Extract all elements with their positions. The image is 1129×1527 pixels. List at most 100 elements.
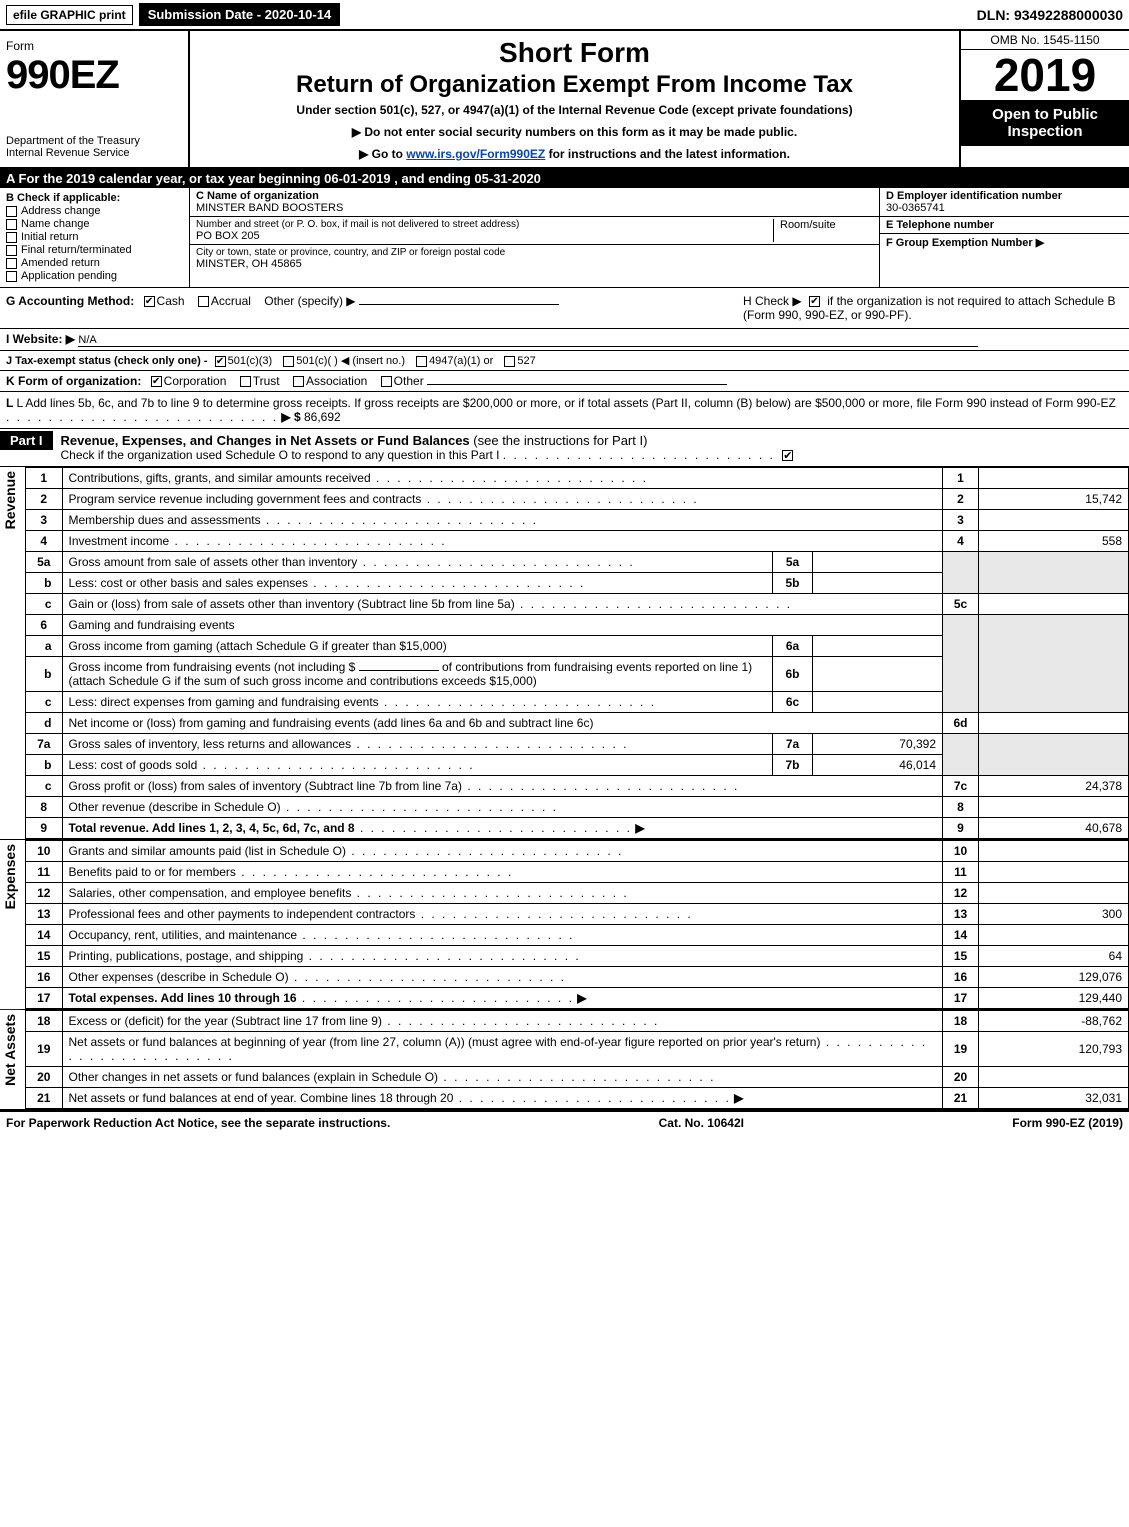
line-19-desc: Net assets or fund balances at beginning… (69, 1035, 821, 1049)
row-l: L L Add lines 5b, 6c, and 7b to line 9 t… (0, 392, 1129, 429)
line-a-tax-year: A For the 2019 calendar year, or tax yea… (0, 169, 1129, 188)
line-21-arrow: ▶ (734, 1091, 743, 1105)
checkbox-address-change[interactable] (6, 206, 17, 217)
label-trust: Trust (253, 374, 280, 388)
form-code: 990EZ (6, 53, 182, 98)
line-6a-iv (813, 636, 943, 657)
line-10-desc: Grants and similar amounts paid (list in… (69, 844, 346, 858)
h-text3: (Form 990, 990-EZ, or 990-PF). (743, 308, 912, 322)
ssn-warning: ▶ Do not enter social security numbers o… (200, 125, 949, 139)
table-row: 21 Net assets or fund balances at end of … (26, 1088, 1129, 1109)
line-10-num: 10 (26, 841, 62, 862)
line-13-rn: 13 (943, 904, 979, 925)
c-city-label: City or town, state or province, country… (196, 247, 873, 258)
line-6c-desc: Less: direct expenses from gaming and fu… (69, 695, 379, 709)
checkbox-name-change[interactable] (6, 219, 17, 230)
label-501c: 501(c)( ) ◀ (insert no.) (296, 355, 405, 367)
line-12-rn: 12 (943, 883, 979, 904)
revenue-section: Revenue 1Contributions, gifts, grants, a… (0, 467, 1129, 840)
line-10-rn: 10 (943, 841, 979, 862)
line-12-desc: Salaries, other compensation, and employ… (69, 886, 352, 900)
line-5b-iv (813, 573, 943, 594)
table-row: 15Printing, publications, postage, and s… (26, 946, 1129, 967)
label-cash: Cash (157, 294, 185, 308)
line-10-rv (979, 841, 1129, 862)
side-label-revenue: Revenue (0, 467, 20, 533)
efile-label[interactable]: efile GRAPHIC print (6, 5, 133, 25)
irs-link[interactable]: www.irs.gov/Form990EZ (406, 147, 545, 161)
table-row: cGain or (loss) from sale of assets othe… (26, 594, 1129, 615)
label-corporation: Corporation (164, 374, 227, 388)
side-label-expenses: Expenses (0, 840, 20, 913)
checkbox-other-org[interactable] (381, 376, 392, 387)
table-row: 9Total revenue. Add lines 1, 2, 3, 4, 5c… (26, 818, 1129, 839)
checkbox-accrual[interactable] (198, 296, 209, 307)
line-21-rv: 32,031 (979, 1088, 1129, 1109)
line-13-num: 13 (26, 904, 62, 925)
line-11-num: 11 (26, 862, 62, 883)
line-6d-rv (979, 713, 1129, 734)
table-row: 16Other expenses (describe in Schedule O… (26, 967, 1129, 988)
checkbox-final-return[interactable] (6, 245, 17, 256)
revenue-table: 1Contributions, gifts, grants, and simil… (26, 467, 1129, 839)
other-org-input[interactable] (427, 384, 727, 385)
checkbox-h-not-required[interactable] (809, 296, 820, 307)
checkbox-corporation[interactable] (151, 376, 162, 387)
part-i-label: Part I (0, 431, 53, 450)
line-6c-iv (813, 692, 943, 713)
checkbox-527[interactable] (504, 356, 515, 367)
checkbox-initial-return[interactable] (6, 232, 17, 243)
line-11-desc: Benefits paid to or for members (69, 865, 236, 879)
line-15-num: 15 (26, 946, 62, 967)
column-b: B Check if applicable: Address change Na… (0, 188, 190, 287)
h-text2: if the organization is not required to a… (827, 294, 1115, 308)
checkbox-association[interactable] (293, 376, 304, 387)
checkbox-schedule-o-part-i[interactable] (782, 450, 793, 461)
line-3-rn: 3 (943, 510, 979, 531)
line-7a-num: 7a (26, 734, 62, 755)
checkbox-cash[interactable] (144, 296, 155, 307)
line-7c-rn: 7c (943, 776, 979, 797)
checkbox-501c[interactable] (283, 356, 294, 367)
checkbox-501c3[interactable] (215, 356, 226, 367)
footer-left: For Paperwork Reduction Act Notice, see … (6, 1116, 390, 1130)
ein-value: 30-0365741 (886, 202, 1123, 214)
column-d: D Employer identification number 30-0365… (879, 188, 1129, 287)
l-amount: 86,692 (304, 410, 341, 424)
line-3-rv (979, 510, 1129, 531)
line-7c-num: c (26, 776, 62, 797)
line-14-rv (979, 925, 1129, 946)
footer-mid: Cat. No. 10642I (659, 1116, 744, 1130)
part-i-dots (503, 448, 775, 462)
submission-date-button[interactable]: Submission Date - 2020-10-14 (139, 3, 341, 26)
line-6c-in: 6c (773, 692, 813, 713)
line-6b-blank[interactable] (359, 670, 439, 671)
line-21-rn: 21 (943, 1088, 979, 1109)
line-20-rn: 20 (943, 1067, 979, 1088)
table-row: 5aGross amount from sale of assets other… (26, 552, 1129, 573)
table-row: dNet income or (loss) from gaming and fu… (26, 713, 1129, 734)
return-title: Return of Organization Exempt From Incom… (200, 71, 949, 99)
checkbox-amended-return[interactable] (6, 258, 17, 269)
top-bar: efile GRAPHIC print Submission Date - 20… (0, 0, 1129, 31)
line-6a-desc: Gross income from gaming (attach Schedul… (69, 639, 447, 653)
table-row: 7aGross sales of inventory, less returns… (26, 734, 1129, 755)
line-6b-iv (813, 657, 943, 692)
row-k: K Form of organization: Corporation Trus… (0, 371, 1129, 392)
line-19-rv: 120,793 (979, 1032, 1129, 1067)
line-17-desc: Total expenses. Add lines 10 through 16 (69, 991, 297, 1005)
bcd-block: B Check if applicable: Address change Na… (0, 188, 1129, 288)
line-5c-desc: Gain or (loss) from sale of assets other… (69, 597, 515, 611)
line-7c-desc: Gross profit or (loss) from sales of inv… (69, 779, 462, 793)
line-1-desc: Contributions, gifts, grants, and simila… (69, 471, 371, 485)
checkbox-application-pending[interactable] (6, 271, 17, 282)
checkbox-trust[interactable] (240, 376, 251, 387)
line-21-desc: Net assets or fund balances at end of ye… (69, 1091, 454, 1105)
org-name: MINSTER BAND BOOSTERS (196, 202, 873, 214)
other-method-input[interactable] (359, 304, 559, 305)
line-4-rn: 4 (943, 531, 979, 552)
footer-right: Form 990-EZ (2019) (1012, 1116, 1123, 1130)
table-row: 8Other revenue (describe in Schedule O)8 (26, 797, 1129, 818)
checkbox-4947[interactable] (416, 356, 427, 367)
line-7b-desc: Less: cost of goods sold (69, 758, 198, 772)
